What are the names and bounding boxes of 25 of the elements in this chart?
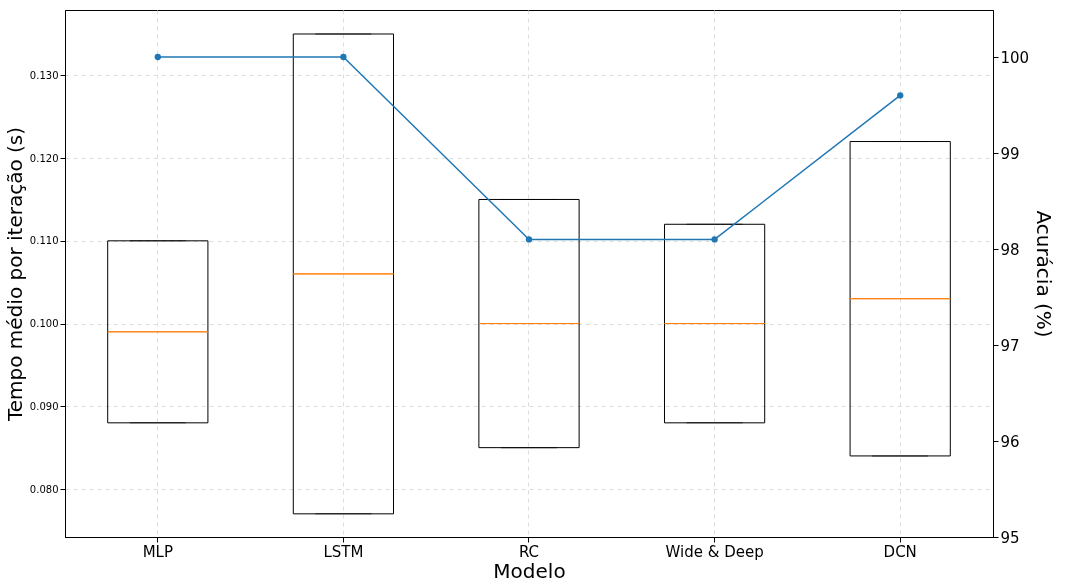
y2-tick-label: 99 (1000, 144, 1020, 163)
y-tick-label: 0.090 (29, 400, 59, 412)
point (897, 92, 904, 99)
y-tick-label: 0.120 (29, 152, 59, 164)
x-tick-label: RC (518, 542, 540, 561)
y2-tick-label: 96 (1000, 432, 1020, 451)
point (154, 53, 161, 61)
x-tick-label: MLP (142, 542, 173, 561)
y2-axis-title: Acurácia (%) (1032, 210, 1057, 338)
point (340, 53, 347, 61)
y-tick-label: 0.130 (29, 69, 59, 81)
y2-tick-label: 97 (1000, 336, 1020, 355)
y-tick-label: 0.080 (29, 483, 59, 495)
x-axis-title: Modelo (493, 558, 566, 583)
y2-tick-label: 95 (1000, 528, 1020, 547)
x-tick-label: DCN (883, 542, 917, 561)
y2-tick-label: 100 (1000, 48, 1030, 67)
x-tick-label: LSTM (323, 542, 364, 561)
x-tick-label: Wide & Deep (665, 542, 764, 561)
y-axis-title: Tempo médio por iteração (s) (2, 126, 27, 423)
point (525, 236, 533, 243)
y2-tick-label: 98 (1000, 240, 1020, 259)
y-tick-label: 0.100 (29, 318, 59, 330)
point (711, 236, 718, 243)
y-tick-label: 0.110 (29, 235, 59, 247)
